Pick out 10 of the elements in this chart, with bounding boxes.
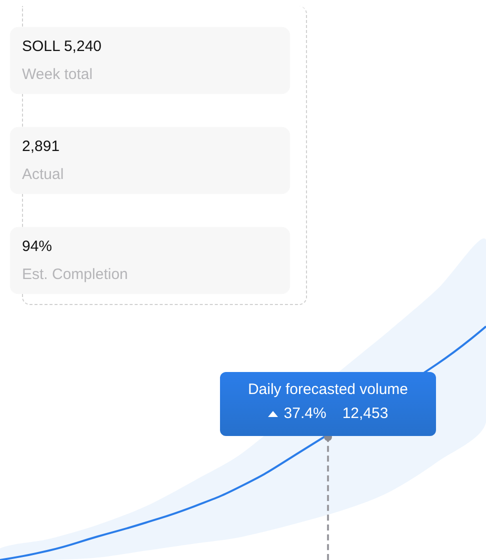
text: Est. Completion [22, 266, 128, 283]
annotation: Daily forecasted volume [246, 381, 410, 398]
text: SOLL 5,240 [22, 38, 102, 55]
annotation: 37.4% [284, 405, 326, 422]
callout-box: Daily forecasted volume 37.4% 12,453 [220, 372, 436, 436]
text: 2,891 [22, 138, 60, 155]
text: Actual [22, 166, 64, 183]
annotation: 12,453 [342, 405, 388, 422]
text: 94% [22, 238, 52, 255]
text: Week total [22, 66, 93, 83]
